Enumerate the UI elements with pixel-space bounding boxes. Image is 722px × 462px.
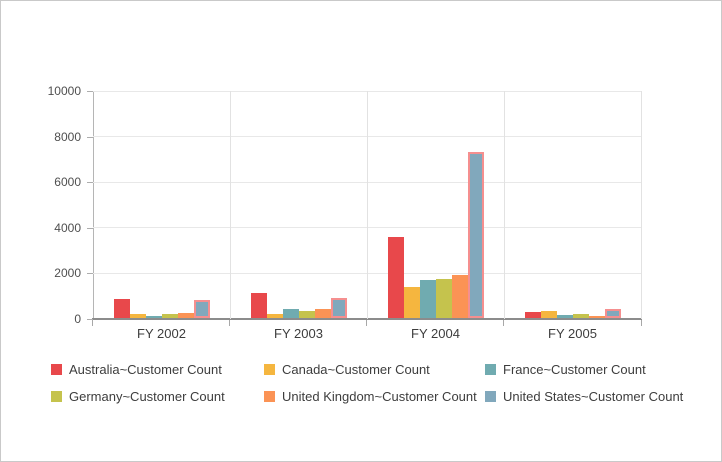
y-axis-label: 6000 — [54, 175, 81, 190]
bar-united-kingdom-fy-2003[interactable] — [314, 308, 331, 318]
legend-label: Canada~Customer Count — [282, 362, 430, 377]
legend-item-united-kingdom[interactable]: United Kingdom~Customer Count — [264, 389, 477, 404]
bar-france-fy-2002[interactable] — [145, 315, 162, 318]
bar-united-kingdom-fy-2002[interactable] — [177, 313, 194, 318]
x-axis-label-fy-2004: FY 2004 — [411, 326, 460, 341]
x-axis-tick — [366, 320, 367, 326]
gridline-v — [641, 91, 642, 319]
y-axis-label: 4000 — [54, 220, 81, 235]
y-axis-label: 8000 — [54, 129, 81, 144]
x-axis-tick — [503, 320, 504, 326]
legend-label: Germany~Customer Count — [69, 389, 225, 404]
x-axis-label-fy-2002: FY 2002 — [137, 326, 186, 341]
y-axis-tick — [87, 91, 93, 92]
bar-germany-fy-2003[interactable] — [298, 310, 315, 318]
bar-united-states-fy-2005[interactable] — [604, 308, 621, 318]
legend-item-france[interactable]: France~Customer Count — [485, 362, 646, 377]
bar-australia-fy-2005[interactable] — [524, 311, 541, 318]
legend-label: United States~Customer Count — [503, 389, 684, 404]
legend-swatch-canada — [264, 364, 275, 375]
legend-label: United Kingdom~Customer Count — [282, 389, 477, 404]
legend-item-germany[interactable]: Germany~Customer Count — [51, 389, 225, 404]
y-axis-label: 10000 — [47, 84, 81, 98]
y-axis-line — [93, 91, 94, 319]
x-axis-label-fy-2005: FY 2005 — [548, 326, 597, 341]
x-axis-line — [92, 318, 642, 320]
bar-canada-fy-2004[interactable] — [403, 287, 420, 318]
legend-label: Australia~Customer Count — [69, 362, 222, 377]
x-axis-tick — [229, 320, 230, 326]
y-axis-label: 2000 — [54, 266, 81, 281]
bar-canada-fy-2003[interactable] — [266, 313, 283, 318]
bar-united-states-fy-2002[interactable] — [193, 300, 210, 318]
bar-united-states-fy-2003[interactable] — [330, 297, 347, 318]
y-axis-tick — [87, 227, 93, 229]
bar-france-fy-2004[interactable] — [419, 279, 436, 318]
bar-germany-fy-2002[interactable] — [161, 313, 178, 318]
bar-france-fy-2005[interactable] — [556, 315, 573, 318]
x-axis-label-fy-2003: FY 2003 — [274, 326, 323, 341]
legend-swatch-france — [485, 364, 496, 375]
legend-item-united-states[interactable]: United States~Customer Count — [485, 389, 683, 404]
gridline-v — [230, 91, 231, 319]
legend-swatch-united-states — [485, 391, 496, 402]
bar-australia-fy-2004[interactable] — [387, 237, 404, 318]
bar-germany-fy-2004[interactable] — [435, 279, 452, 318]
x-axis-tick — [92, 320, 93, 326]
plot-area — [93, 90, 642, 319]
legend-swatch-australia — [51, 364, 62, 375]
legend-swatch-germany — [51, 391, 62, 402]
bar-united-kingdom-fy-2004[interactable] — [451, 275, 468, 318]
y-axis-tick — [87, 273, 93, 275]
y-axis-label: 0 — [74, 312, 81, 326]
bar-australia-fy-2003[interactable] — [250, 292, 267, 318]
y-axis-tick — [87, 319, 93, 320]
legend-label: France~Customer Count — [503, 362, 646, 377]
y-axis-tick — [87, 136, 93, 138]
bar-canada-fy-2002[interactable] — [129, 313, 146, 318]
bar-germany-fy-2005[interactable] — [572, 314, 589, 318]
legend-swatch-united-kingdom — [264, 391, 275, 402]
legend-item-canada[interactable]: Canada~Customer Count — [264, 362, 430, 377]
bar-united-kingdom-fy-2005[interactable] — [588, 315, 605, 318]
bar-united-states-fy-2004[interactable] — [467, 152, 484, 318]
bar-australia-fy-2002[interactable] — [113, 298, 130, 318]
legend-item-australia[interactable]: Australia~Customer Count — [51, 362, 222, 377]
gridline-v — [504, 91, 505, 319]
gridline-v — [367, 91, 368, 319]
bar-france-fy-2003[interactable] — [282, 309, 299, 318]
bar-canada-fy-2005[interactable] — [540, 310, 557, 318]
x-axis-tick — [641, 320, 642, 326]
y-axis-tick — [87, 182, 93, 184]
